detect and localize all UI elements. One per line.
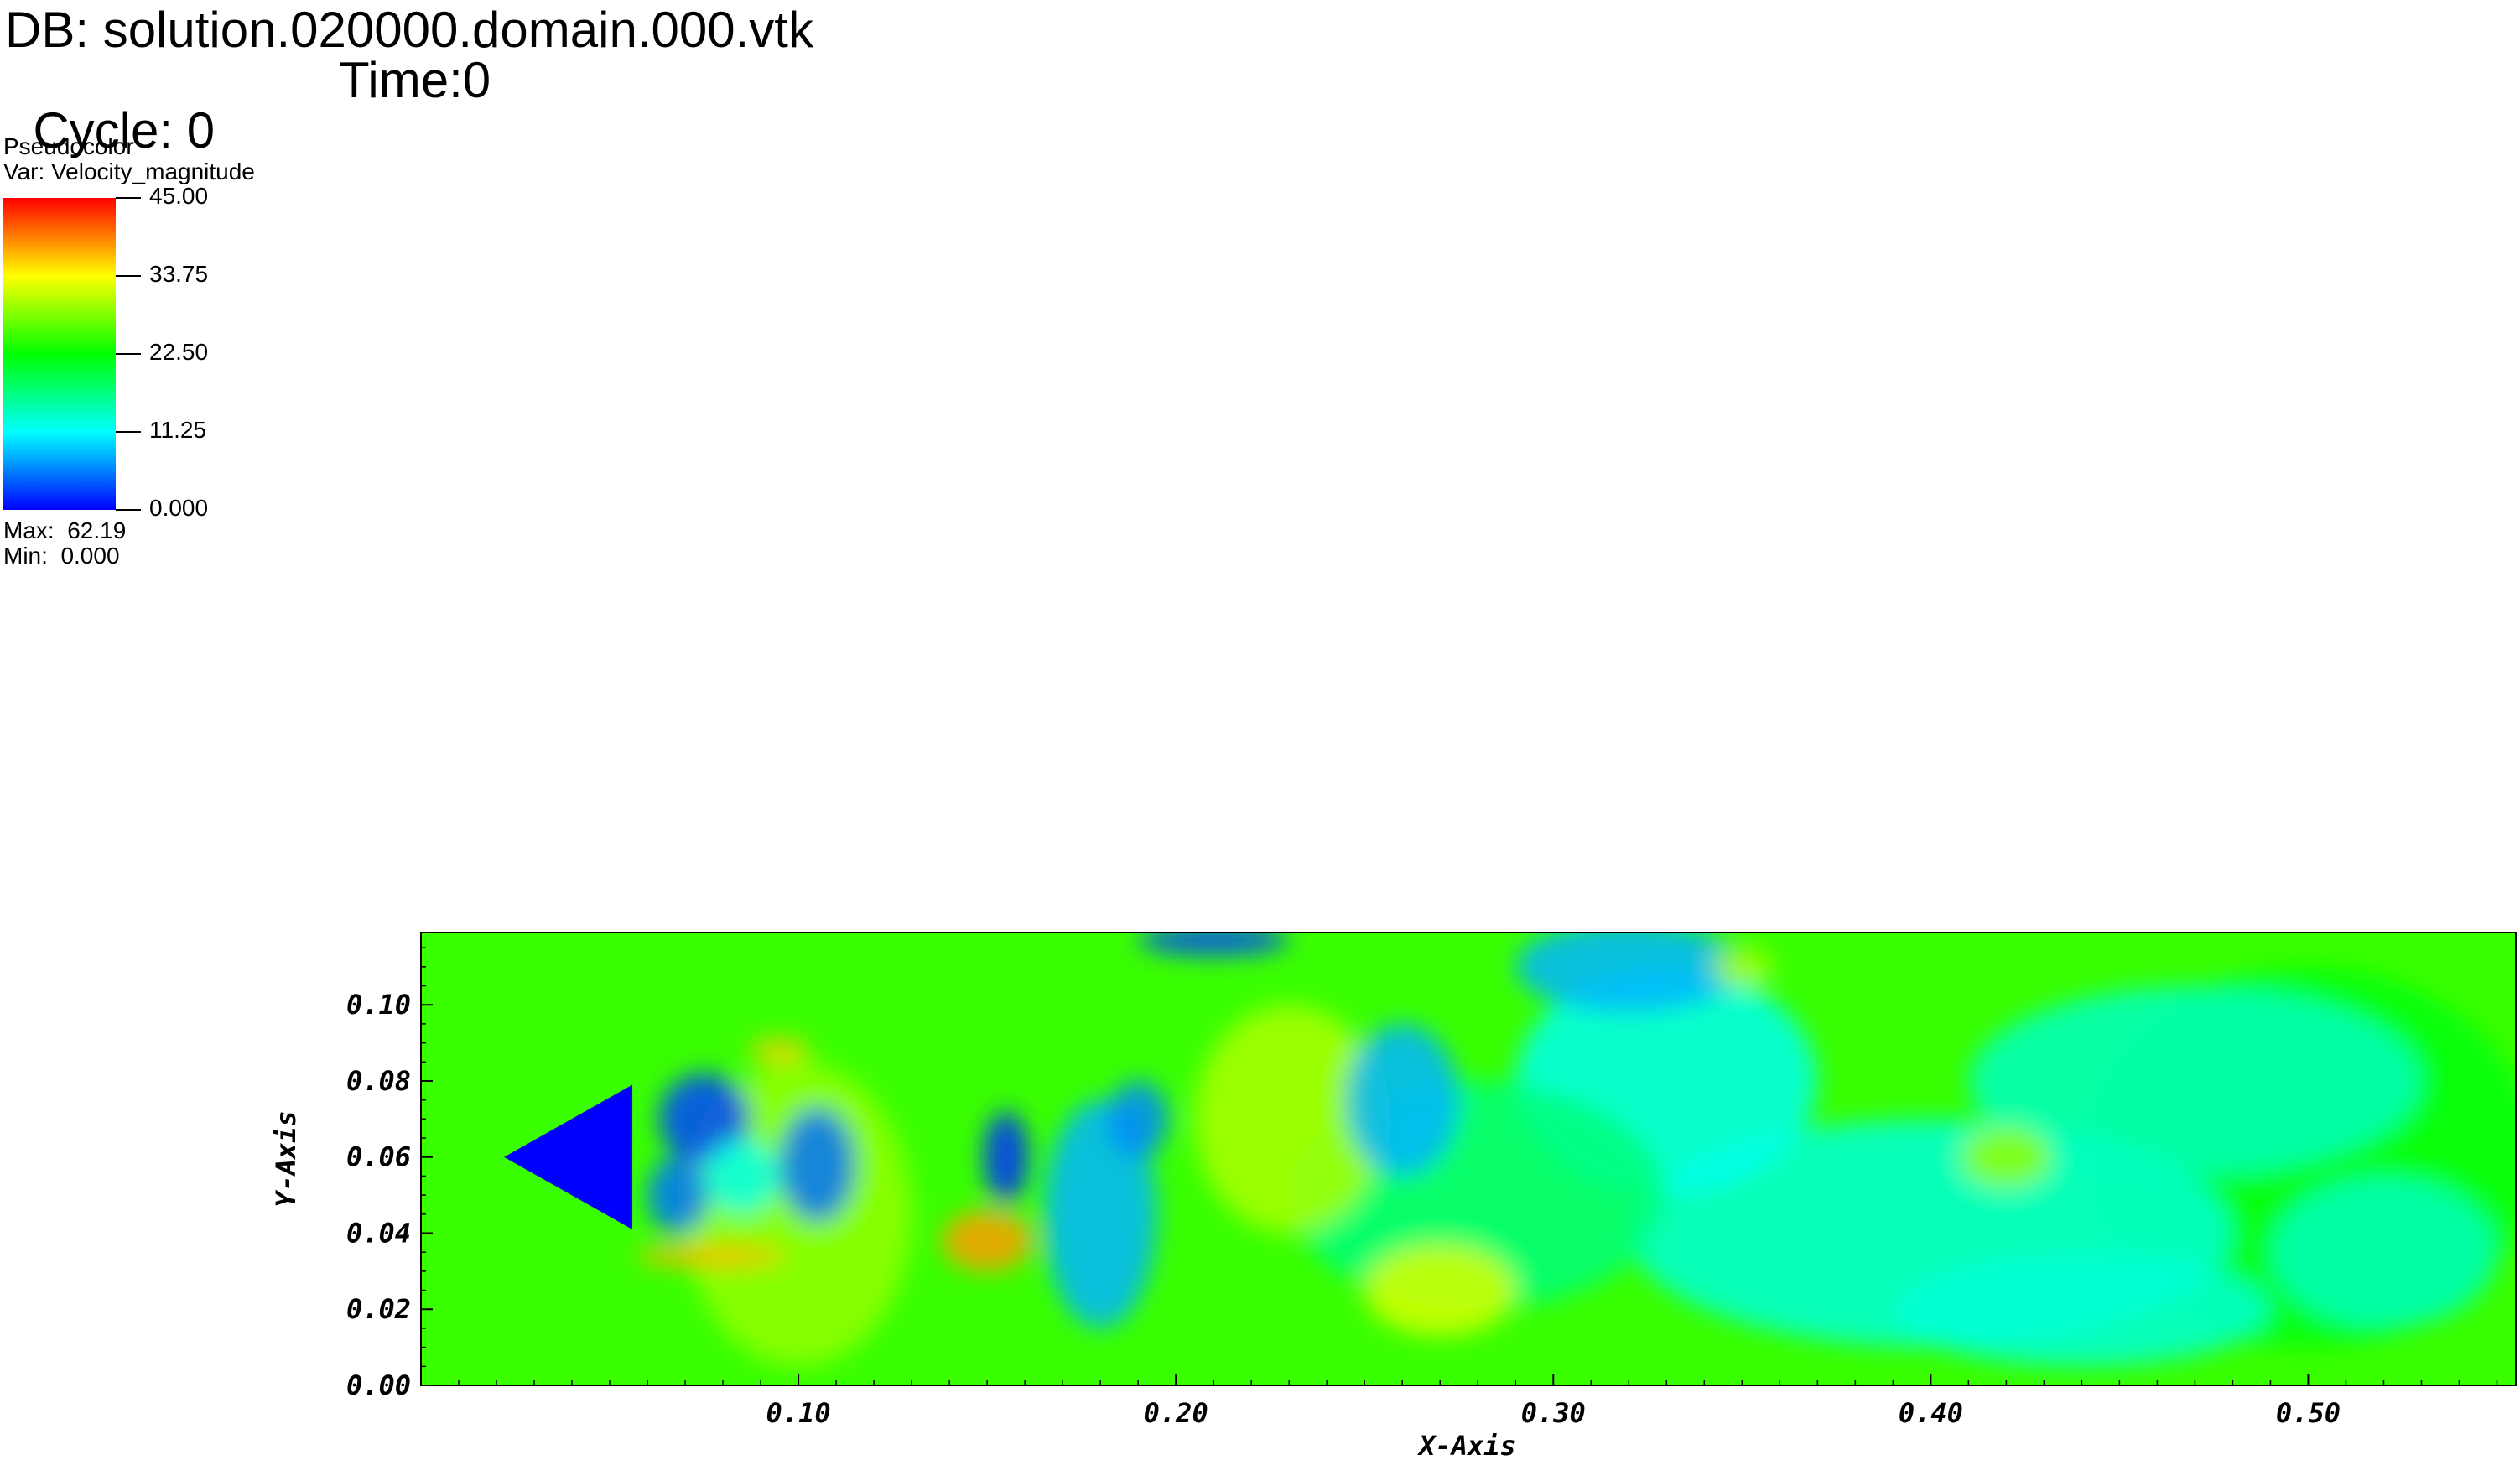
flow-region: [647, 1157, 708, 1234]
flow-region: [2270, 1176, 2497, 1328]
flow-region: [1364, 1244, 1515, 1336]
flow-region: [1961, 1126, 2051, 1187]
flow-region: [1893, 1252, 2270, 1366]
x-tick-label: 0.30: [1521, 1397, 1586, 1429]
flow-region: [1108, 1081, 1168, 1157]
x-axis-title: X-Axis: [1416, 1430, 1516, 1460]
y-axis-title: Y-Axis: [270, 1110, 302, 1208]
x-tick-label: 0.10: [766, 1397, 831, 1429]
x-tick-label: 0.20: [1144, 1397, 1208, 1429]
y-tick-label: 0.00: [346, 1369, 411, 1401]
flow-region: [1346, 1024, 1459, 1177]
flow-region: [1138, 925, 1289, 955]
flow-region: [704, 1138, 780, 1214]
x-tick-label: 0.50: [2276, 1397, 2341, 1429]
flow-region: [780, 1108, 855, 1222]
flow-region: [984, 1111, 1029, 1203]
y-tick-label: 0.04: [346, 1217, 411, 1249]
flow-region: [636, 1244, 787, 1267]
flow-region: [942, 1210, 1032, 1271]
flow-region: [1712, 948, 1772, 985]
y-tick-label: 0.10: [346, 989, 411, 1021]
y-tick-label: 0.08: [346, 1065, 411, 1097]
flow-region: [1515, 921, 1742, 1012]
y-tick-label: 0.02: [346, 1293, 411, 1325]
x-tick-label: 0.40: [1899, 1397, 1963, 1429]
flow-region: [750, 1039, 810, 1062]
y-tick-label: 0.06: [346, 1141, 411, 1173]
